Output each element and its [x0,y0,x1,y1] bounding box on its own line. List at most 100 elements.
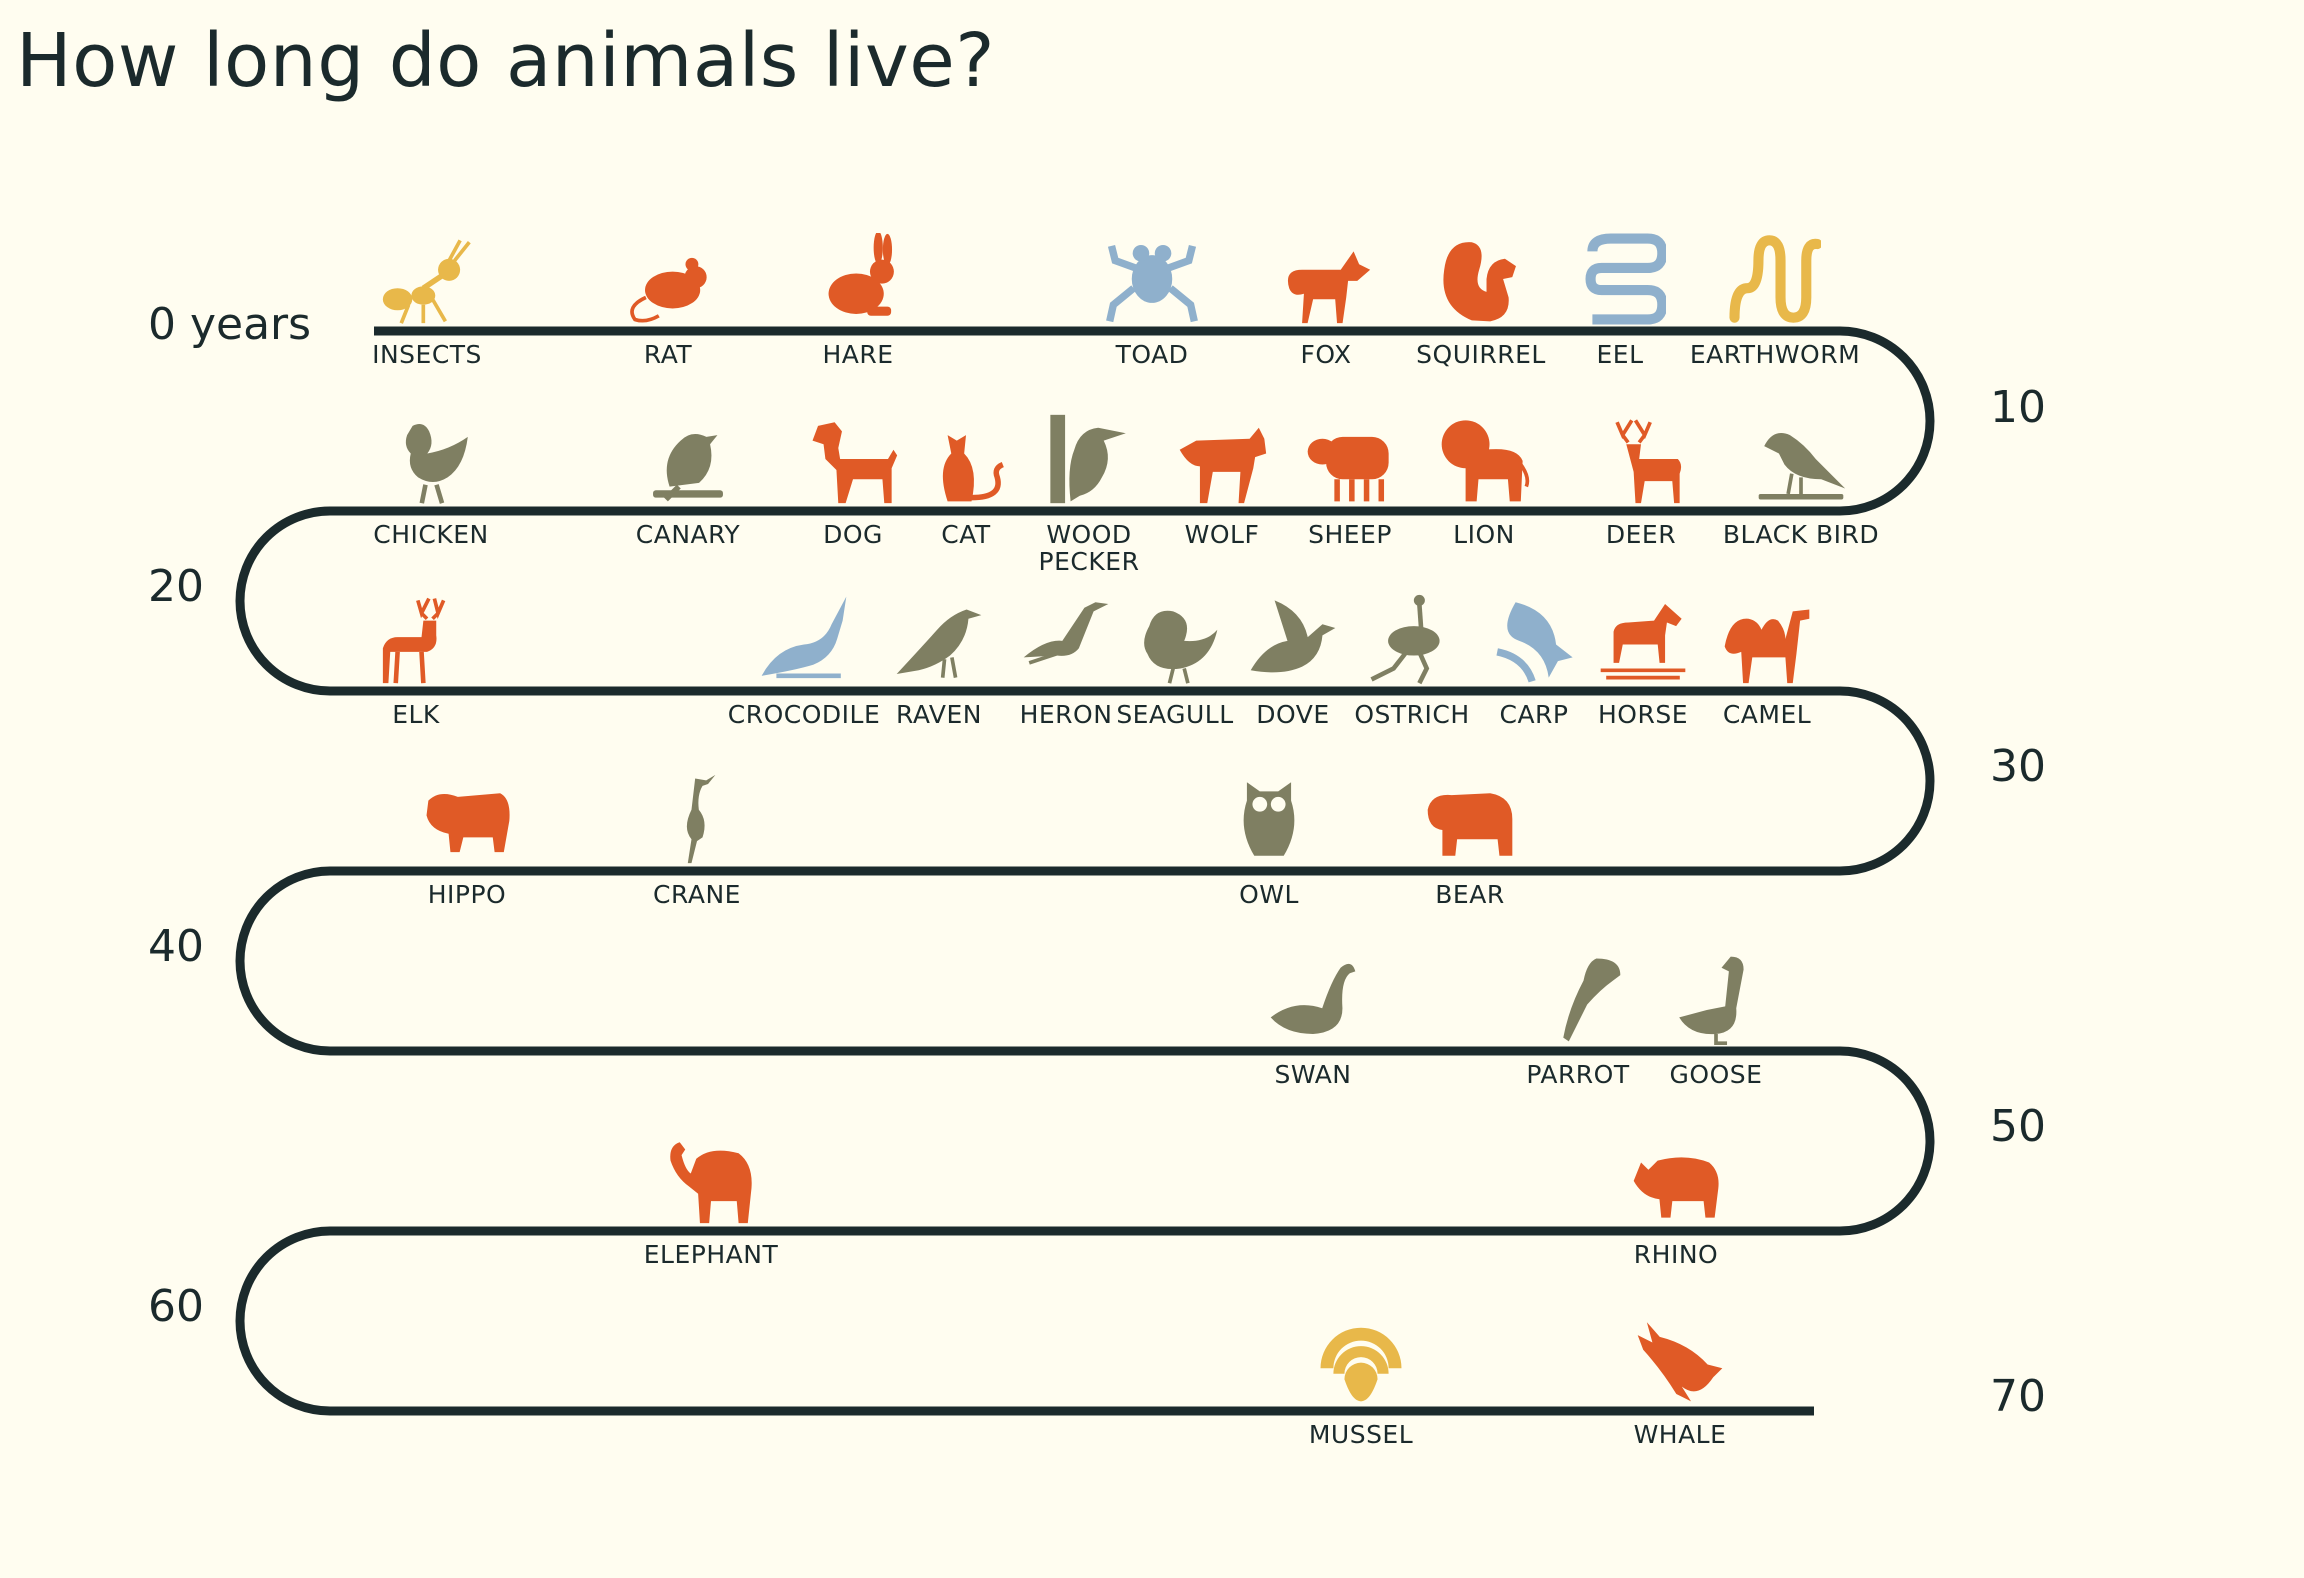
wolf-icon [1179,427,1267,504]
swan-icon [1270,963,1356,1034]
seagull-icon [1144,610,1218,684]
horse-icon [1600,604,1686,680]
animal-mussel: MUSSEL [1261,1313,1461,1448]
animal-horse: HORSE [1543,593,1743,728]
animal-hippo: HIPPO [367,773,567,908]
fox-icon [1287,251,1371,324]
animal-label: EEL [1596,340,1644,369]
animal-label: MUSSEL [1308,1420,1414,1449]
animal-label: OSTRICH [1354,700,1470,729]
animal-canary: CANARY [588,413,788,548]
animal-label: LION [1453,520,1515,549]
camel-icon [1724,609,1810,684]
animal-label: RAVEN [896,700,982,729]
animal-cat: CAT [866,413,1066,548]
animal-hare: HARE [758,233,958,368]
hippo-icon [426,793,510,853]
animal-label: HERON [1019,700,1113,729]
animal-label: CRANE [653,880,741,909]
bear-icon [1427,793,1513,856]
animal-label: OWL [1239,880,1299,909]
heron-icon [1023,602,1109,665]
animal-label: GOOSE [1669,1060,1763,1089]
animal-elephant: ELEPHANT [611,1133,811,1268]
animal-label: DEER [1605,520,1677,549]
animal-label: ELK [392,700,440,729]
animal-label: HORSE [1597,700,1688,729]
animal-crane: CRANE [597,773,797,908]
animal-squirrel: SQUIRREL [1381,233,1581,368]
year-label-10: 10 [1990,382,2046,433]
lion-icon [1441,420,1530,502]
animal-label: WOLF [1184,520,1260,549]
animal-toad: TOAD [1052,233,1252,368]
animal-label: PARROT [1526,1060,1630,1089]
animal-fox: FOX [1226,233,1426,368]
raven-icon [896,609,982,678]
dove-icon [1250,600,1336,673]
animal-label: RAT [643,340,693,369]
crocodile-icon [761,596,847,679]
animal-label: SWAN [1274,1060,1352,1089]
cat-icon [942,435,1004,502]
animal-crocodile: CROCODILE [704,593,904,728]
animal-parrot: PARROT [1478,953,1678,1088]
chicken-icon [405,424,468,504]
animal-heron: HERON [966,593,1166,728]
animal-sheep: SHEEP [1250,413,1450,548]
animal-blackbird: BLACK BIRD [1701,413,1901,548]
animal-camel: CAMEL [1667,593,1867,728]
animal-label: WHALE [1633,1420,1727,1449]
crane-icon [686,774,716,864]
animal-label: SQUIRREL [1416,340,1546,369]
year-label-50: 50 [1990,1101,2046,1152]
animal-carp: CARP [1434,593,1634,728]
goose-icon [1679,956,1744,1045]
animal-label: SHEEP [1308,520,1392,549]
animal-dove: DOVE [1193,593,1393,728]
blackbird-icon [1758,432,1846,500]
ostrich-icon [1370,594,1440,685]
ant-icon [382,239,471,324]
animal-whale: WHALE [1580,1313,1780,1448]
parrot-icon [1563,958,1621,1042]
year-label-40: 40 [148,921,204,972]
animal-label: WOOD PECKER [1038,520,1140,576]
animal-ostrich: OSTRICH [1312,593,1512,728]
canary-icon [653,433,723,502]
dog-icon [812,422,898,504]
animal-seagull: SEAGULL [1075,593,1275,728]
animal-chicken: CHICKEN [331,413,531,548]
animal-dog: DOG [753,413,953,548]
sheep-icon [1307,436,1389,502]
animal-owl: OWL [1169,773,1369,908]
animal-label: EARTHWORM [1689,340,1861,369]
year-label-60: 60 [148,1281,204,1332]
mussel-icon [1320,1327,1402,1402]
earthworm-icon [1729,235,1821,323]
page-title: How long do animals live? [16,18,996,104]
animal-elk: ELK [316,593,516,728]
animal-rat: RAT [568,233,768,368]
animal-rhino: RHINO [1576,1133,1776,1268]
animal-woodpecker: WOOD PECKER [989,413,1189,575]
carp-icon [1496,602,1573,683]
animal-lion: LION [1384,413,1584,548]
timeline-path [235,326,1935,1416]
animal-label: CROCODILE [727,700,881,729]
animal-label: ELEPHANT [643,1240,779,1269]
year-label-20: 20 [148,561,204,612]
animal-earthworm: EARTHWORM [1675,233,1875,368]
animal-label: SEAGULL [1116,700,1234,729]
animal-label: HIPPO [427,880,507,909]
deer-icon [1615,419,1682,504]
animal-label: BLACK BIRD [1722,520,1880,549]
elk-icon [382,597,446,684]
elephant-icon [670,1142,752,1224]
animal-swan: SWAN [1213,953,1413,1088]
woodpecker-icon [1050,414,1126,504]
eel-icon [1585,233,1666,325]
animal-raven: RAVEN [839,593,1039,728]
animal-label: CAMEL [1722,700,1812,729]
